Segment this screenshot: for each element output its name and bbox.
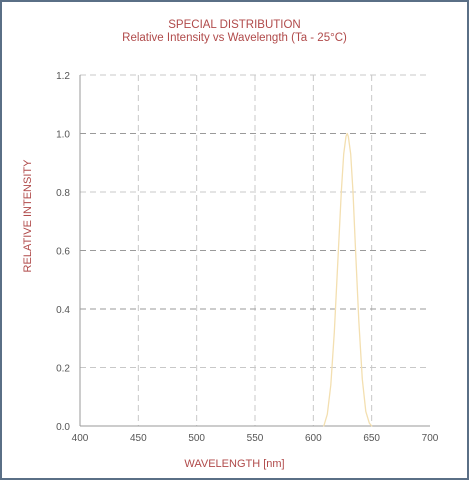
y-tick-label: 0.8 <box>56 188 70 199</box>
x-tick-label: 700 <box>422 433 439 444</box>
y-axis-label: RELATIVE INTENSITY <box>22 159 34 273</box>
series-line <box>323 132 373 427</box>
y-tick-label: 0.6 <box>56 247 70 258</box>
x-tick-label: 650 <box>363 433 380 444</box>
x-tick-label: 550 <box>247 433 264 444</box>
x-tick-label: 400 <box>72 433 89 444</box>
x-tick-label: 450 <box>130 433 147 444</box>
y-tick-label: 0.0 <box>56 422 70 433</box>
y-tick-label: 0.2 <box>56 364 70 375</box>
chart-title: SPECIAL DISTRIBUTION <box>168 19 301 31</box>
chart-subtitle: Relative Intensity vs Wavelength (Ta - 2… <box>122 32 347 44</box>
x-tick-label: 600 <box>305 433 322 444</box>
y-tick-label: 1.0 <box>56 130 70 141</box>
x-axis-label: WAVELENGTH [nm] <box>184 458 285 470</box>
y-tick-label: 0.4 <box>56 305 70 316</box>
x-tick-label: 500 <box>188 433 205 444</box>
y-tick-label: 1.2 <box>56 71 70 82</box>
